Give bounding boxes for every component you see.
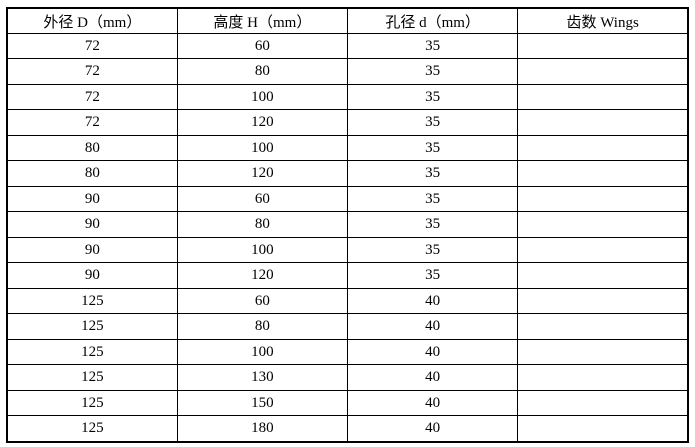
table-cell: 125 xyxy=(6,338,178,366)
table-cell: 180 xyxy=(176,415,349,443)
table-body: 72 60 35 72 80 35 72 100 35 72 120 35 80 100 35 80 120 35… xyxy=(6,32,689,443)
table-cell: 90 xyxy=(6,185,178,213)
table-cell xyxy=(517,83,689,111)
table-cell: 60 xyxy=(176,32,349,60)
table-cell: 40 xyxy=(346,338,519,366)
table-cell: 80 xyxy=(176,211,349,238)
table-cell: 80 xyxy=(176,58,349,85)
table-row: 125 80 40 xyxy=(6,313,689,340)
table-cell xyxy=(517,134,689,162)
table-row: 72 120 35 xyxy=(6,109,689,136)
table-cell: 125 xyxy=(6,313,178,340)
table-cell xyxy=(517,415,689,443)
header-cell-wings: 齿数 Wings xyxy=(517,7,689,34)
table-row: 72 80 35 xyxy=(6,58,689,85)
table-cell xyxy=(517,287,689,315)
table-row: 125 150 40 xyxy=(6,389,689,417)
table-cell xyxy=(517,58,689,85)
table-cell: 35 xyxy=(346,211,519,238)
table-row: 90 120 35 xyxy=(6,262,689,289)
table-cell: 80 xyxy=(176,313,349,340)
table-row: 72 60 35 xyxy=(6,32,689,60)
table-cell: 40 xyxy=(346,313,519,340)
table-header: 外径 D（mm） 高度 H（mm） 孔径 d（mm） 齿数 Wings xyxy=(6,7,689,34)
table-cell: 80 xyxy=(6,160,178,187)
table-cell: 90 xyxy=(6,262,178,289)
table-row: 125 130 40 xyxy=(6,364,689,391)
table-cell: 125 xyxy=(6,287,178,315)
table-cell: 35 xyxy=(346,262,519,289)
table-cell: 40 xyxy=(346,287,519,315)
header-cell-height: 高度 H（mm） xyxy=(176,7,349,34)
table-cell: 120 xyxy=(176,160,349,187)
table-cell xyxy=(517,313,689,340)
table-cell: 35 xyxy=(346,32,519,60)
header-cell-hole-diameter: 孔径 d（mm） xyxy=(346,7,519,34)
table-cell: 35 xyxy=(346,185,519,213)
table-cell: 125 xyxy=(6,415,178,443)
table-cell xyxy=(517,236,689,264)
table-row: 72 100 35 xyxy=(6,83,689,111)
table-row: 125 180 40 xyxy=(6,415,689,443)
table-cell: 40 xyxy=(346,415,519,443)
table-cell: 80 xyxy=(6,134,178,162)
header-row: 外径 D（mm） 高度 H（mm） 孔径 d（mm） 齿数 Wings xyxy=(6,7,689,34)
table-row: 125 100 40 xyxy=(6,338,689,366)
table-cell: 90 xyxy=(6,236,178,264)
table-row: 80 120 35 xyxy=(6,160,689,187)
table-cell xyxy=(517,211,689,238)
table-cell xyxy=(517,338,689,366)
table-cell xyxy=(517,185,689,213)
header-cell-outer-diameter: 外径 D（mm） xyxy=(6,7,178,34)
table-cell: 72 xyxy=(6,32,178,60)
table-cell: 40 xyxy=(346,389,519,417)
table-cell: 90 xyxy=(6,211,178,238)
table-cell: 130 xyxy=(176,364,349,391)
table-cell xyxy=(517,32,689,60)
table-cell xyxy=(517,262,689,289)
table-cell: 100 xyxy=(176,338,349,366)
table-cell: 60 xyxy=(176,185,349,213)
table-cell: 35 xyxy=(346,58,519,85)
table-cell: 72 xyxy=(6,109,178,136)
table-cell xyxy=(517,160,689,187)
table-cell: 60 xyxy=(176,287,349,315)
table-row: 90 60 35 xyxy=(6,185,689,213)
table-row: 90 100 35 xyxy=(6,236,689,264)
table-cell xyxy=(517,364,689,391)
table-cell: 125 xyxy=(6,364,178,391)
table-cell: 120 xyxy=(176,262,349,289)
table-cell: 100 xyxy=(176,236,349,264)
table-cell xyxy=(517,109,689,136)
table-cell: 35 xyxy=(346,109,519,136)
table-cell: 125 xyxy=(6,389,178,417)
table-cell: 35 xyxy=(346,134,519,162)
table-cell: 35 xyxy=(346,83,519,111)
table-cell: 150 xyxy=(176,389,349,417)
table-cell: 120 xyxy=(176,109,349,136)
spec-table: 外径 D（mm） 高度 H（mm） 孔径 d（mm） 齿数 Wings 72 60… xyxy=(6,7,689,443)
table-cell: 100 xyxy=(176,83,349,111)
table-row: 90 80 35 xyxy=(6,211,689,238)
table-cell: 100 xyxy=(176,134,349,162)
table-row: 125 60 40 xyxy=(6,287,689,315)
table-cell: 72 xyxy=(6,83,178,111)
table-cell: 35 xyxy=(346,160,519,187)
table-cell: 40 xyxy=(346,364,519,391)
table-cell xyxy=(517,389,689,417)
table-row: 80 100 35 xyxy=(6,134,689,162)
table-cell: 72 xyxy=(6,58,178,85)
table-cell: 35 xyxy=(346,236,519,264)
